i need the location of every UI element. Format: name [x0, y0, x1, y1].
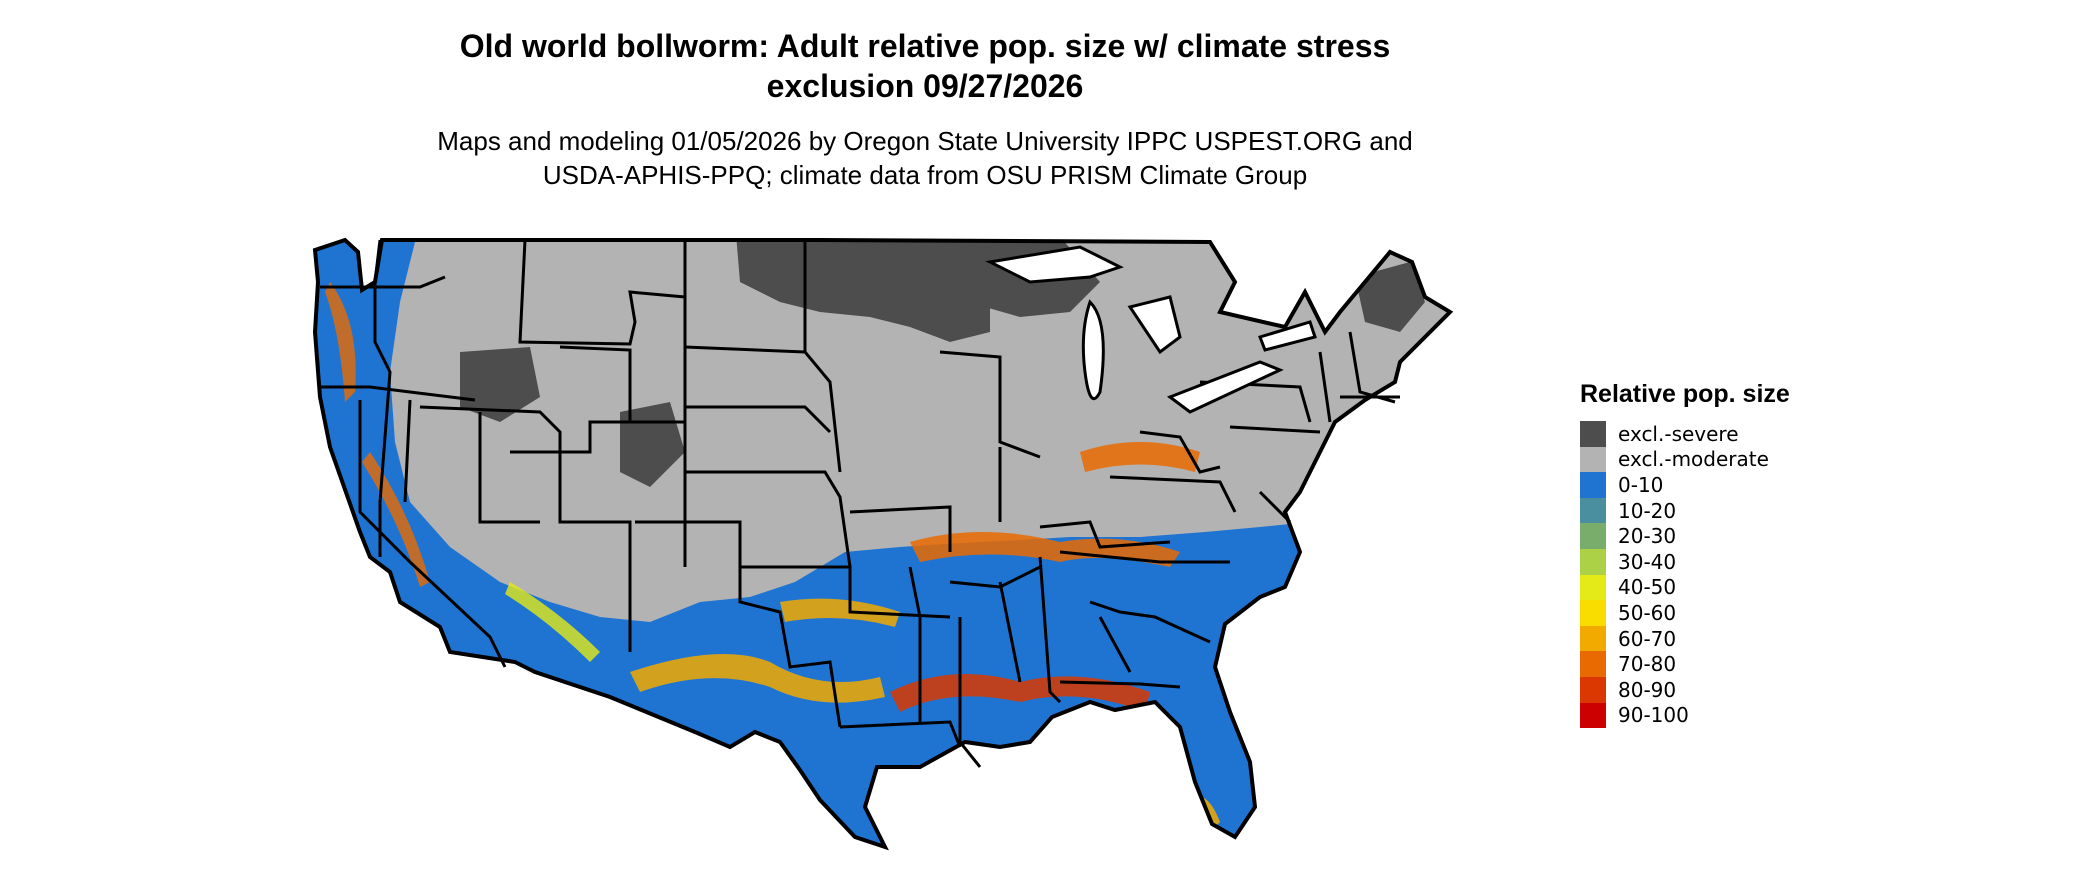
- legend-item: excl.-severe: [1580, 421, 1790, 447]
- legend-swatch: [1580, 676, 1606, 703]
- legend-swatch: [1580, 497, 1606, 524]
- map-title: Old world bollworm: Adult relative pop. …: [330, 26, 1520, 106]
- legend: Relative pop. size excl.-severe excl.-mod…: [1580, 380, 1790, 729]
- great-lakes: [985, 245, 1317, 414]
- map-title-line1: Old world bollworm: Adult relative pop. …: [459, 28, 1391, 64]
- legend-label: excl.-severe: [1618, 421, 1739, 446]
- state-borders: [320, 239, 1400, 768]
- map-title-line2: exclusion 09/27/2026: [766, 68, 1084, 104]
- legend-item: 70-80: [1580, 651, 1790, 677]
- legend-label: 30-40: [1618, 549, 1677, 574]
- legend-item: excl.-moderate: [1580, 446, 1790, 473]
- legend-swatch: [1580, 574, 1606, 601]
- legend-item: 20-30: [1580, 523, 1790, 549]
- legend-swatch: [1580, 651, 1606, 677]
- map-fill-excluded-severe-maine: [1355, 262, 1425, 332]
- legend-item: 30-40: [1580, 548, 1790, 575]
- legend-label: 60-70: [1618, 626, 1677, 651]
- map-subtitle-line1: Maps and modeling 01/05/2026 by Oregon S…: [437, 126, 1413, 156]
- legend-swatch: [1580, 600, 1606, 626]
- legend-swatch: [1580, 702, 1606, 729]
- legend-item: 10-20: [1580, 497, 1790, 524]
- legend-item: 80-90: [1580, 676, 1790, 703]
- legend-swatch: [1580, 472, 1606, 498]
- legend-label: excl.-moderate: [1618, 447, 1769, 472]
- legend-label: 20-30: [1618, 524, 1677, 549]
- legend-label: 10-20: [1618, 498, 1677, 523]
- map-subtitle-line2: USDA-APHIS-PPQ; climate data from OSU PR…: [542, 160, 1308, 190]
- legend-item: 0-10: [1580, 472, 1790, 498]
- legend-items: excl.-severe excl.-moderate 0-10 10-20 20-30…: [1580, 421, 1790, 729]
- legend-swatch: [1580, 446, 1606, 473]
- legend-swatch: [1580, 548, 1606, 575]
- legend-swatch: [1580, 421, 1606, 447]
- legend-item: 60-70: [1580, 625, 1790, 652]
- legend-swatch: [1580, 625, 1606, 652]
- legend-label: 50-60: [1618, 600, 1677, 625]
- legend-item: 90-100: [1580, 702, 1790, 729]
- legend-label: 90-100: [1618, 703, 1689, 728]
- us-map: [313, 238, 1452, 849]
- legend-swatch: [1580, 523, 1606, 549]
- legend-item: 40-50: [1580, 574, 1790, 601]
- map-subtitle: Maps and modeling 01/05/2026 by Oregon S…: [330, 124, 1520, 192]
- map-fill-excluded-severe-northplains: [735, 240, 990, 342]
- legend-label: 80-90: [1618, 677, 1677, 702]
- legend-label: 0-10: [1618, 472, 1664, 497]
- legend-label: 40-50: [1618, 575, 1677, 600]
- legend-title: Relative pop. size: [1580, 380, 1790, 408]
- map-fill-excluded-severe-wyoming: [460, 347, 540, 422]
- legend-item: 50-60: [1580, 600, 1790, 626]
- legend-label: 70-80: [1618, 652, 1677, 677]
